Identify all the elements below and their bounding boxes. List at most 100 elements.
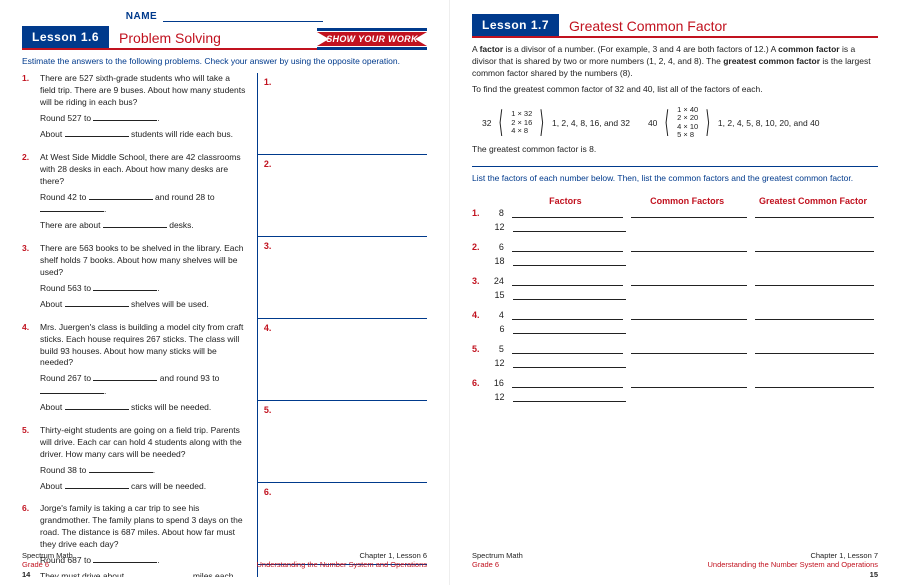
blank-factors[interactable] [513,290,627,300]
row-value: 5 [488,344,508,354]
blank-factors[interactable] [512,242,623,252]
page-number: 15 [707,570,878,579]
problem-number: 5. [22,425,34,495]
blank-factors[interactable] [513,222,627,232]
example-32: 32 ⟨ 1 × 322 × 164 × 8 ⟩ 1, 2, 4, 8, 16,… [482,110,630,136]
row-value: 12 [488,222,508,232]
blank-common[interactable] [631,208,746,218]
problem-number: 4. [22,322,34,417]
fill-blank[interactable] [65,298,129,307]
work-row-number: 6. [264,487,272,497]
page-spread: NAME Lesson 1.6 Problem Solving SHOW YOU… [0,0,900,585]
blank-gcf[interactable] [755,310,874,320]
blank-factors[interactable] [512,208,623,218]
problem-line: Round 563 to . [40,282,247,295]
footer-right-block: Chapter 1, Lesson 7 Understanding the Nu… [707,551,878,579]
page-number: 14 [22,570,73,579]
factor-row-b: 12 [472,358,878,368]
blank-common[interactable] [631,276,746,286]
row-number: 3. [472,276,488,286]
factor-row-b: 12 [472,392,878,402]
blank-common[interactable] [631,344,746,354]
row-value: 16 [488,378,508,388]
row-value: 8 [488,208,508,218]
fill-blank[interactable] [40,385,104,394]
row-value: 24 [488,276,508,286]
factor-row-b: 6 [472,324,878,334]
blank-common[interactable] [631,378,746,388]
blank-gcf[interactable] [755,344,874,354]
row-number: 2. [472,242,488,252]
work-row[interactable]: 4. [258,319,427,401]
row-value: 4 [488,310,508,320]
factor-row-b: 15 [472,290,878,300]
blank-common[interactable] [631,310,746,320]
page-left: NAME Lesson 1.6 Problem Solving SHOW YOU… [0,0,450,585]
footer-brand: Spectrum Math [22,551,73,560]
blank-factors[interactable] [513,324,627,334]
table-headers: Factors Common Factors Greatest Common F… [472,196,878,206]
footer-chapter: Chapter 1, Lesson 6 [256,551,427,560]
blank-factors[interactable] [512,344,623,354]
blank-gcf[interactable] [755,242,874,252]
explanation-block: A factor is a divisor of a number. (For … [472,44,878,100]
footer-left: Spectrum Math Grade 6 14 Chapter 1, Less… [22,551,427,579]
work-row[interactable]: 1. [258,73,427,155]
problems-column: 1.There are 527 sixth-grade students who… [22,73,257,577]
divider [472,166,878,167]
blank-factors[interactable] [513,256,627,266]
problem-body: There are 563 books to be shelved in the… [40,243,247,313]
footer-subtitle: Understanding the Number System and Oper… [256,560,427,569]
problem-line: Round 38 to . [40,464,247,477]
problem-number: 2. [22,152,34,235]
fill-blank[interactable] [103,219,167,228]
fill-blank[interactable] [40,203,104,212]
fill-blank[interactable] [93,282,157,291]
explanation-line: To find the greatest common factor of 32… [472,84,878,96]
lesson-badge: Lesson 1.7 [472,14,559,36]
problem-line: Round 267 to and round 93 to . [40,372,247,398]
fill-blank[interactable] [65,480,129,489]
footer-right-block: Chapter 1, Lesson 6 Understanding the Nu… [256,551,427,579]
fill-blank[interactable] [93,112,157,121]
problem-body: There are 527 sixth-grade students who w… [40,73,247,143]
lesson-header-right: Lesson 1.7 Greatest Common Factor [472,14,878,38]
blank-common[interactable] [631,242,746,252]
blank-factors[interactable] [512,378,623,388]
blank-factors[interactable] [513,358,627,368]
problem-line: Mrs. Juergen's class is building a model… [40,322,247,370]
factor-row-a: 3.24 [472,276,878,286]
footer-grade: Grade 6 [472,560,523,569]
problem-item: 2.At West Side Middle School, there are … [22,152,247,235]
explanation-line: A factor is a divisor of a number. (For … [472,44,878,80]
blank-gcf[interactable] [755,276,874,286]
row-value: 6 [488,324,508,334]
fill-blank[interactable] [89,464,153,473]
blank-gcf[interactable] [755,208,874,218]
example-factor-list: 1, 2, 4, 8, 16, and 32 [552,118,630,128]
factor-row-a: 5.5 [472,344,878,354]
fill-blank[interactable] [65,401,129,410]
show-your-work-ribbon: SHOW YOUR WORK [317,28,427,50]
factor-problem: 3.24 15 [472,276,878,300]
example-conclusion: The greatest common factor is 8. [472,144,878,155]
factor-problem: 6.1612 [472,378,878,402]
problem-body: At West Side Middle School, there are 42… [40,152,247,235]
work-row-number: 5. [264,405,272,415]
fill-blank[interactable] [89,191,153,200]
blank-factors[interactable] [513,392,627,402]
fill-blank[interactable] [65,128,129,137]
name-blank-line[interactable] [163,10,323,22]
problem-line: At West Side Middle School, there are 42… [40,152,247,188]
work-row[interactable]: 3. [258,237,427,319]
fill-blank[interactable] [93,372,157,381]
name-label: NAME [126,11,157,22]
blank-factors[interactable] [512,310,623,320]
row-value: 12 [488,392,508,402]
name-row: NAME [22,10,427,22]
blank-factors[interactable] [512,276,623,286]
work-row[interactable]: 2. [258,155,427,237]
work-row[interactable]: 5. [258,401,427,483]
blank-gcf[interactable] [755,378,874,388]
problem-line: About cars will be needed. [40,480,247,493]
